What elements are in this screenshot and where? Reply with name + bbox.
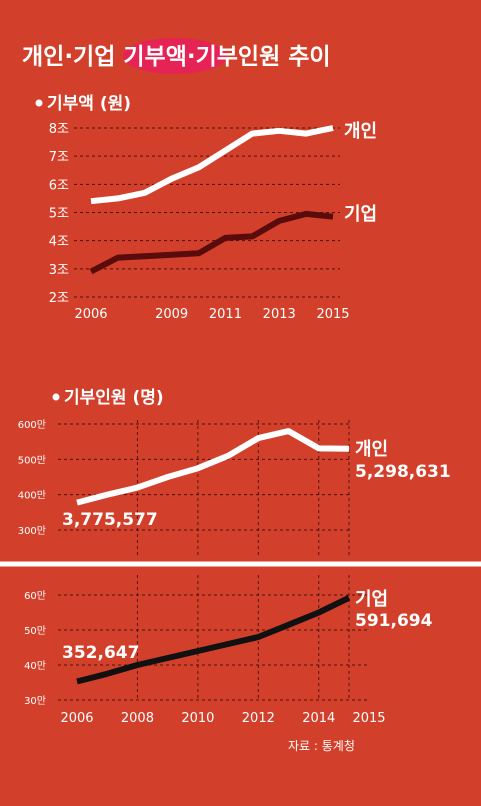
amount-chart-title: 기부액 (원)	[47, 94, 131, 114]
individual-end-value: 5,298,631	[355, 462, 451, 482]
corporate-donor-y-axis: 30만 40만 50만 60만	[24, 590, 46, 707]
donor-y-tick-label: 300만	[18, 525, 46, 537]
legend-individual-amount: 개인	[344, 121, 377, 142]
individual-start-value: 3,775,577	[62, 510, 158, 530]
title-highlight	[123, 38, 227, 74]
donor-x-tick-label: 2012	[242, 711, 275, 726]
source-note: 자료 : 통계청	[288, 739, 355, 753]
corporate-start-value: 352,647	[62, 643, 139, 663]
donor-x-tick-label: 2008	[121, 711, 154, 726]
section-bullet	[52, 393, 60, 401]
amount-y-tick-label: 5조	[49, 207, 69, 222]
donor-y-tick-label: 60만	[24, 590, 46, 602]
legend-individual-donors: 개인	[355, 439, 388, 460]
donor-y-tick-label: 50만	[24, 625, 46, 637]
individual-donor-y-axis: 300만 400만 500만 600만	[18, 419, 46, 537]
donor-x-tick-label: 2010	[181, 711, 214, 726]
individual-donor-grid	[58, 423, 349, 531]
individual-donor-line	[76, 428, 350, 506]
main-title: 개인·기업 기부액·기부인원 추이	[22, 44, 331, 70]
donor-chart-title: 기부인원 (명)	[64, 388, 164, 408]
amount-y-tick-label: 4조	[49, 235, 69, 250]
donor-y-tick-label: 400만	[18, 490, 46, 502]
donor-x-tick-label: 2015	[352, 711, 385, 726]
donor-y-tick-label: 500만	[18, 454, 46, 466]
legend-corporate-donors: 기업	[355, 589, 388, 610]
amount-x-axis: 2006 2009 2011 2013 2015	[74, 307, 349, 322]
amount-x-tick-label: 2009	[155, 307, 188, 322]
amount-x-tick-label: 2011	[209, 307, 242, 322]
corporate-end-value: 591,694	[355, 611, 433, 631]
corporate-donor-line	[76, 595, 351, 685]
donor-x-tick-label: 2006	[60, 711, 93, 726]
corporate-donor-grid	[58, 594, 370, 701]
donor-x-tick-label: 2014	[302, 711, 335, 726]
individual-amount-line	[90, 125, 334, 205]
amount-x-tick-label: 2013	[263, 307, 296, 322]
donor-y-tick-label: 40만	[24, 660, 46, 672]
donor-x-axis: 2006 2008 2010 2012 2014 2015	[60, 711, 385, 726]
donor-series	[76, 428, 351, 685]
corporate-amount-line	[89, 210, 334, 275]
amount-x-tick-label: 2006	[74, 307, 107, 322]
amount-y-tick-label: 2조	[49, 291, 69, 306]
amount-y-tick-label: 3조	[49, 263, 69, 278]
amount-y-tick-label: 8조	[49, 122, 69, 137]
amount-y-axis: 2조 3조 4조 5조 6조 7조 8조	[49, 122, 69, 306]
donor-count-chart: 기부인원 (명) 300만 400만 500만 600만 30만 40만 50만 60만 2…	[0, 388, 481, 726]
donor-y-tick-label: 30만	[24, 695, 46, 707]
amount-x-tick-label: 2015	[316, 307, 349, 322]
amount-y-tick-label: 7조	[49, 150, 69, 165]
amount-grid	[74, 127, 340, 298]
legend-corporate-amount: 기업	[344, 204, 377, 225]
amount-series	[89, 125, 334, 275]
donor-y-tick-label: 600만	[18, 419, 46, 431]
section-bullet	[35, 99, 43, 107]
amount-y-tick-label: 6조	[49, 178, 69, 193]
